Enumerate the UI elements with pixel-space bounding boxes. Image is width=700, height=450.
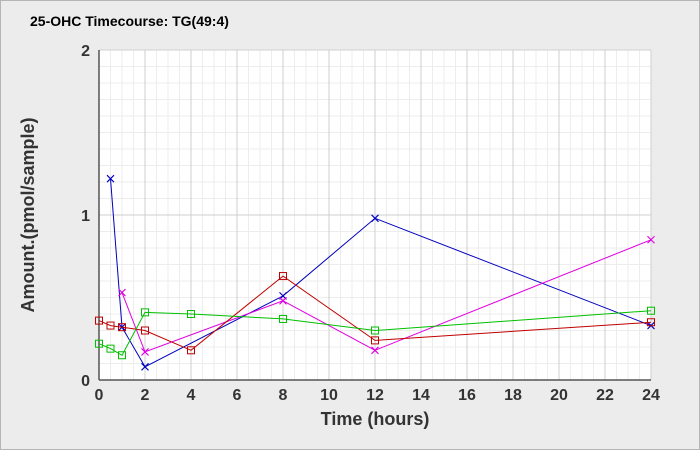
x-tick-label: 10 bbox=[320, 387, 338, 404]
data-point bbox=[141, 308, 149, 317]
x-tick-label: 20 bbox=[550, 387, 568, 404]
x-tick-label: 8 bbox=[279, 387, 288, 404]
y-axis-label: Amount.(pmol/sample) bbox=[18, 117, 38, 312]
data-point bbox=[647, 318, 655, 327]
x-tick-label: 2 bbox=[141, 387, 150, 404]
data-point bbox=[141, 326, 149, 335]
data-point bbox=[647, 306, 655, 315]
x-tick-label: 12 bbox=[366, 387, 384, 404]
x-tick-label: 14 bbox=[412, 387, 430, 404]
x-tick-label: 16 bbox=[458, 387, 476, 404]
data-point bbox=[106, 321, 115, 330]
data-point bbox=[187, 346, 195, 355]
data-point bbox=[141, 362, 149, 371]
data-point bbox=[95, 316, 103, 325]
chart-title: 25-OHC Timecourse: TG(49:4) bbox=[30, 13, 229, 29]
data-point bbox=[95, 339, 103, 348]
y-tick-label: 2 bbox=[81, 43, 90, 60]
axes bbox=[98, 50, 651, 381]
data-point bbox=[371, 346, 379, 355]
data-point bbox=[371, 326, 379, 335]
series-line bbox=[98, 275, 652, 351]
x-tick-label: 22 bbox=[596, 387, 614, 404]
data-point bbox=[279, 296, 287, 305]
x-tick-label: 18 bbox=[504, 387, 522, 404]
series-line bbox=[98, 310, 652, 356]
series-4 bbox=[95, 306, 655, 360]
data-point bbox=[647, 235, 655, 244]
data-point bbox=[279, 272, 287, 281]
data-point bbox=[279, 314, 287, 323]
data-point bbox=[371, 214, 379, 223]
data-point bbox=[106, 174, 115, 183]
series-2 bbox=[118, 235, 655, 356]
y-tick-label: 0 bbox=[81, 373, 90, 390]
y-tick-label: 1 bbox=[81, 208, 90, 225]
data-point bbox=[371, 336, 379, 345]
x-tick-label: 24 bbox=[642, 387, 660, 404]
x-axis-label: Time (hours) bbox=[321, 409, 430, 429]
data-point bbox=[141, 348, 149, 356]
x-tick-label: 4 bbox=[187, 387, 196, 404]
data-point bbox=[106, 344, 115, 353]
series-3 bbox=[95, 272, 655, 355]
data-point bbox=[118, 288, 126, 297]
data-point bbox=[118, 323, 126, 332]
data-point bbox=[187, 310, 195, 318]
data-point bbox=[118, 351, 126, 360]
x-tick-label: 6 bbox=[233, 387, 242, 404]
x-tick-label: 0 bbox=[95, 387, 104, 404]
series-layer bbox=[95, 174, 655, 371]
